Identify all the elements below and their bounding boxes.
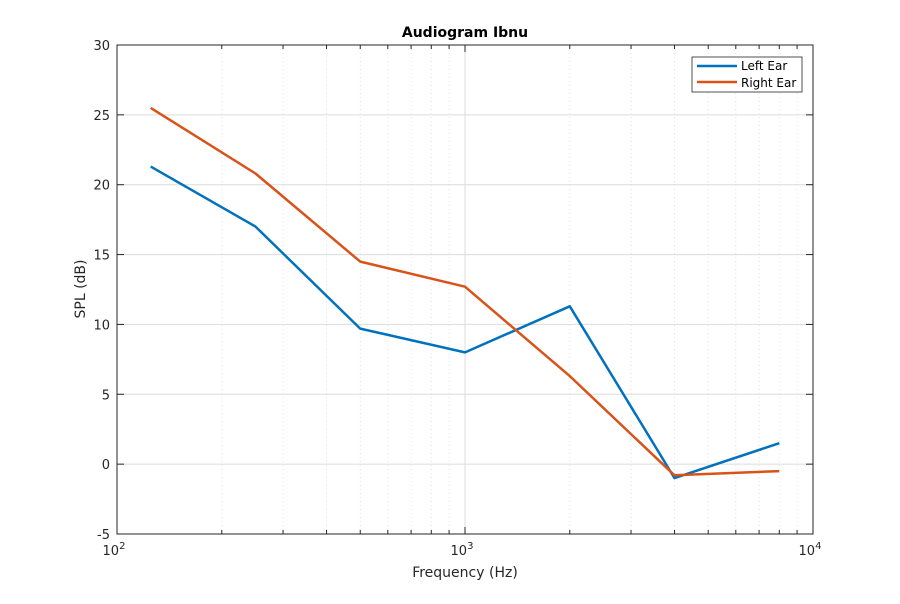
y-tick-label: 0 — [102, 458, 110, 473]
x-axis-label: Frequency (Hz) — [412, 565, 518, 581]
y-tick-label: 5 — [102, 388, 110, 403]
series-line-left-ear — [150, 165, 780, 480]
chart-title: Audiogram Ibnu — [402, 25, 528, 41]
y-tick-label: 20 — [93, 179, 110, 194]
legend-box — [691, 56, 803, 93]
legend-label-left-ear: Left Ear — [741, 59, 787, 73]
ticks — [116, 44, 814, 535]
series-lines — [150, 106, 780, 480]
x-tick-label: 103 — [451, 541, 474, 559]
y-tick-label: 25 — [93, 109, 110, 124]
y-tick-label: 15 — [93, 249, 110, 264]
tick-labels: -5 0 5 10 15 20 25 30 102 103 104 — [93, 39, 821, 559]
legend: Left Ear Right Ear — [691, 56, 803, 93]
y-tick-label: 30 — [93, 39, 110, 54]
series-line-right-ear — [150, 106, 780, 477]
x-tick-label: 102 — [103, 541, 126, 559]
legend-label-right-ear: Right Ear — [741, 76, 796, 90]
x-tick-label: 104 — [799, 541, 822, 559]
grid — [117, 45, 813, 534]
y-tick-label: 10 — [93, 318, 110, 333]
y-axis-label: SPL (dB) — [73, 260, 89, 319]
y-tick-label: -5 — [97, 528, 110, 543]
